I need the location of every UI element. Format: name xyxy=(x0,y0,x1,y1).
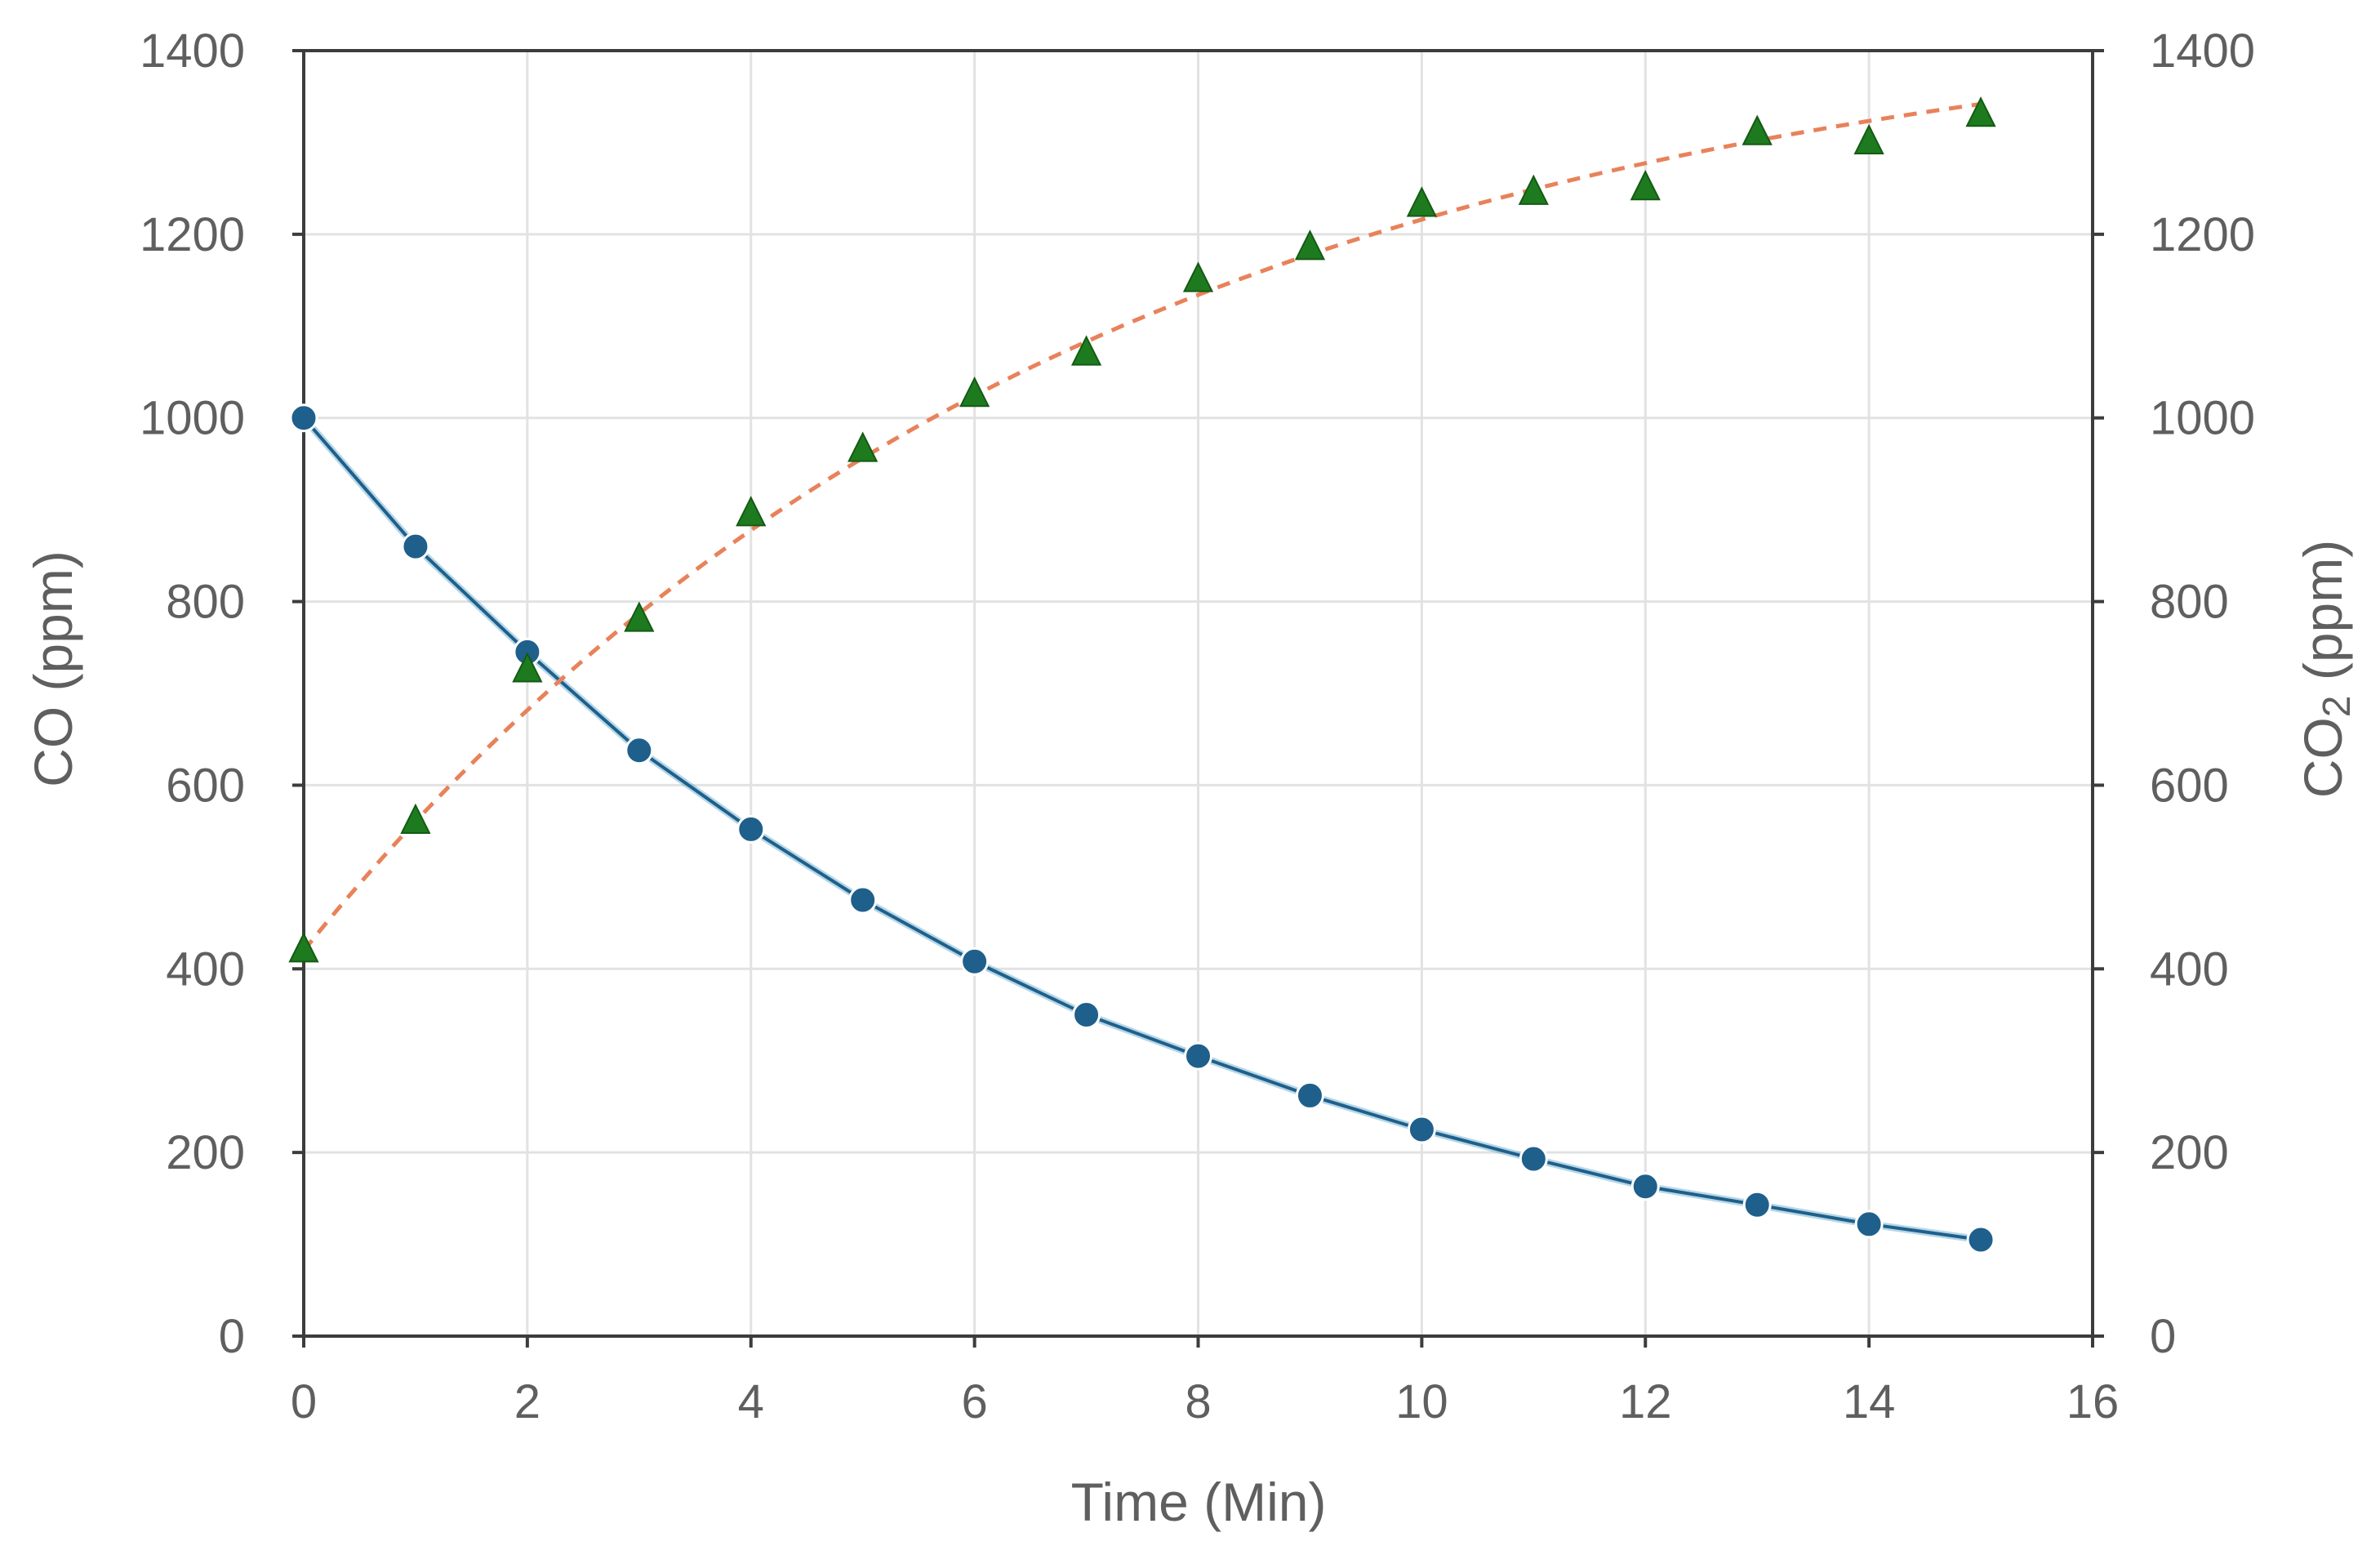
co2-data-point xyxy=(736,496,767,527)
co2-data-point xyxy=(1518,174,1549,205)
co-data-point xyxy=(401,532,430,561)
co2-data-point xyxy=(847,431,879,462)
right-y-tick-label: 1400 xyxy=(2150,25,2255,78)
co2-data-point xyxy=(1630,170,1661,201)
right-y-tick-label: 400 xyxy=(2150,942,2229,996)
co-data-point xyxy=(1519,1144,1548,1174)
co2-data-point xyxy=(624,601,655,632)
right-y-tick-label: 200 xyxy=(2150,1126,2229,1179)
co-data-point xyxy=(1295,1080,1324,1110)
co-data-point xyxy=(960,947,990,976)
co-data-point xyxy=(1742,1190,1772,1219)
co2-data-point xyxy=(1294,229,1326,261)
co2-data-point xyxy=(512,652,543,683)
y-axis-title-right-main: CO xyxy=(2293,717,2353,798)
co2-data-point xyxy=(959,376,990,408)
co-data-point xyxy=(1854,1210,1884,1239)
co-fit-curve-halo xyxy=(300,415,1982,1244)
co-data-point xyxy=(1407,1115,1436,1144)
x-tick-label: 16 xyxy=(2066,1375,2120,1428)
co-data-point xyxy=(1072,1000,1101,1029)
co-data-point xyxy=(848,885,878,915)
co2-data-point xyxy=(1406,186,1437,217)
right-y-tick-label: 600 xyxy=(2150,759,2229,812)
co-data-point xyxy=(625,736,654,765)
x-tick-label: 0 xyxy=(291,1375,317,1428)
x-tick-label: 8 xyxy=(1185,1375,1211,1428)
x-tick-label: 2 xyxy=(514,1375,541,1428)
co-data-point xyxy=(1966,1225,1995,1254)
left-y-tick-label: 200 xyxy=(166,1126,245,1179)
x-axis-title: Time (Min) xyxy=(1071,1472,1327,1532)
co2-data-point xyxy=(1853,123,1884,155)
left-y-tick-label: 1000 xyxy=(140,392,245,445)
co2-data-point xyxy=(1965,96,1996,127)
left-y-tick-label: 400 xyxy=(166,942,245,996)
co-data-point xyxy=(1630,1172,1660,1201)
x-tick-label: 6 xyxy=(961,1375,987,1428)
right-y-tick-label: 1000 xyxy=(2150,392,2255,445)
right-y-tick-label: 0 xyxy=(2150,1310,2176,1363)
x-tick-label: 12 xyxy=(1619,1375,1672,1428)
co2-fit-curve xyxy=(302,101,1982,952)
x-tick-label: 10 xyxy=(1395,1375,1448,1428)
left-y-tick-label: 1400 xyxy=(140,25,245,78)
co-data-point xyxy=(736,814,766,844)
left-y-tick-label: 600 xyxy=(166,759,245,812)
co2-data-point xyxy=(1182,261,1214,292)
x-tick-label: 4 xyxy=(738,1375,764,1428)
left-y-tick-label: 800 xyxy=(166,576,245,629)
co2-data-point xyxy=(1742,114,1773,145)
y-axis-title-right-subscript: 2 xyxy=(2315,695,2359,717)
right-y-tick-label: 1200 xyxy=(2150,208,2255,261)
right-y-tick-label: 800 xyxy=(2150,576,2229,629)
left-y-tick-label: 1200 xyxy=(140,208,245,261)
co-fit-curve xyxy=(302,417,1982,1241)
co-data-point xyxy=(289,403,318,433)
co2-data-point xyxy=(288,932,319,963)
axes-layer xyxy=(292,49,2104,1348)
co2-data-point xyxy=(400,803,431,834)
y-axis-title-right: CO2 (ppm) xyxy=(2293,540,2359,798)
co-data-point xyxy=(1184,1041,1212,1071)
left-y-tick-label: 0 xyxy=(219,1310,245,1363)
data-markers xyxy=(288,96,1996,1254)
y-axis-title-left: CO (ppm) xyxy=(23,550,83,787)
grid-layer xyxy=(304,51,2093,1336)
co2-data-point xyxy=(1070,335,1102,366)
y-axis-title-right-tail: (ppm) xyxy=(2293,540,2353,696)
x-tick-label: 14 xyxy=(1843,1375,1896,1428)
fit-curves xyxy=(300,101,1982,1244)
